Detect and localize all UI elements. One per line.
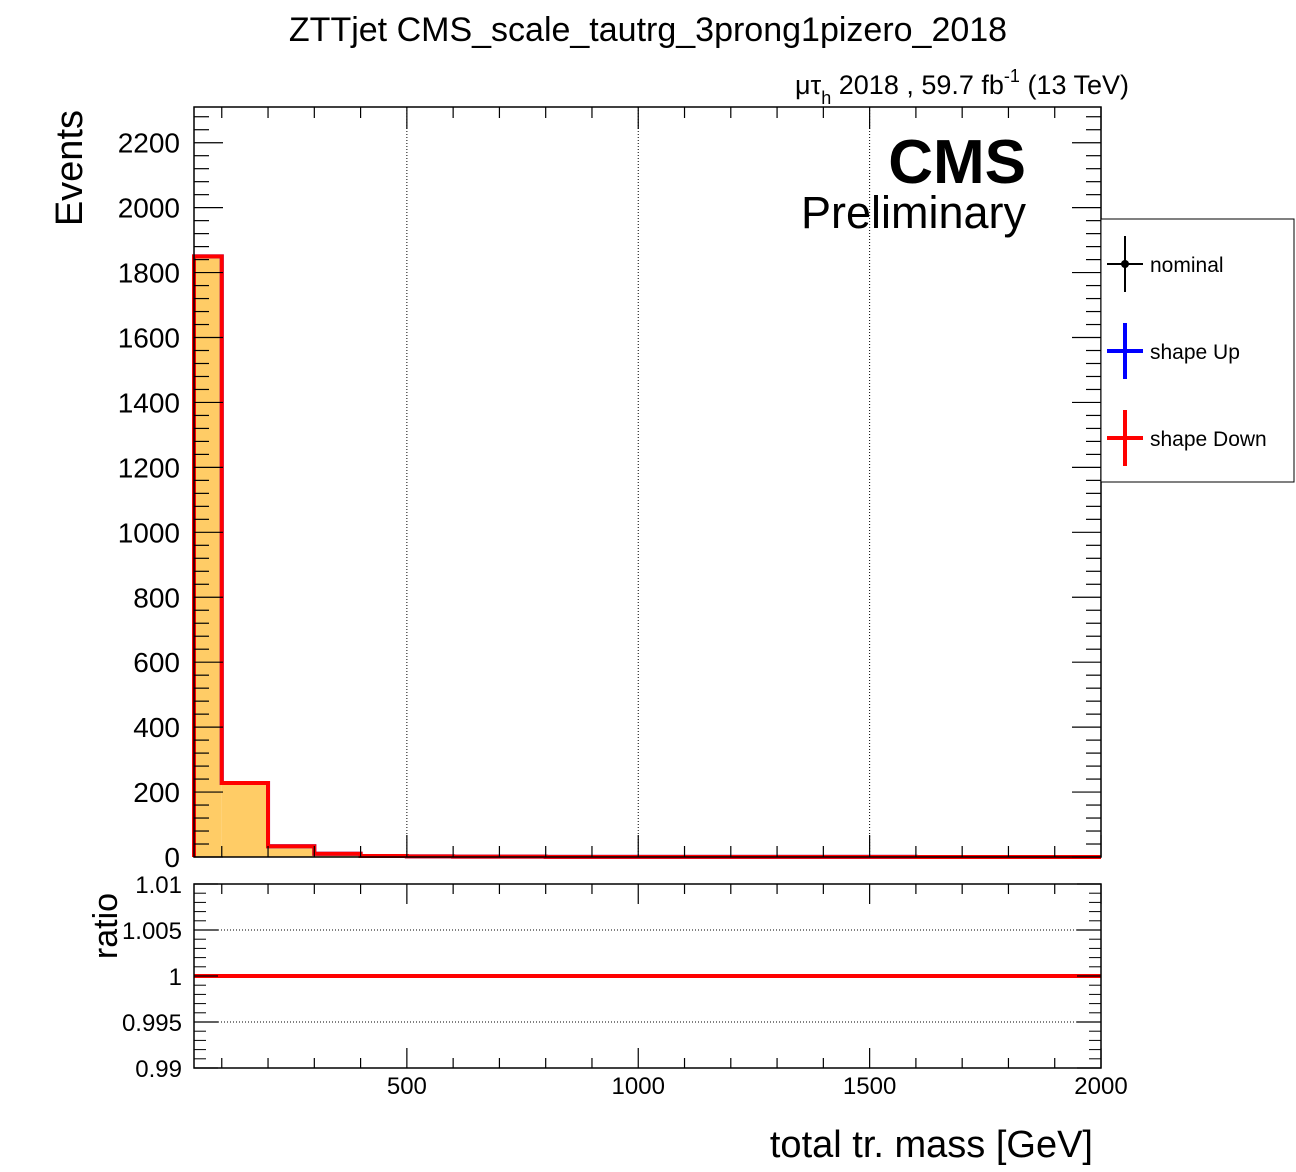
ratio-y-tick-label: 1.01	[135, 872, 182, 899]
y-tick-label: 2000	[118, 193, 180, 224]
ratio-grid	[194, 929, 1101, 1023]
cms-sublabel: Preliminary	[801, 187, 1027, 238]
channel-mu: μτ	[795, 70, 822, 100]
ratio-y-tick-label: 1	[169, 964, 182, 991]
chart-title: ZTTjet CMS_scale_tautrg_3prong1pizero_20…	[289, 11, 1007, 49]
legend-marker	[1121, 260, 1129, 268]
nominal-histogram-fill	[194, 256, 1101, 857]
y-tick-label: 1000	[118, 517, 180, 548]
y-tick-label: 200	[133, 777, 180, 808]
y-tick-label: 1200	[118, 452, 180, 483]
cms-label: CMS	[888, 128, 1026, 197]
lumi-label: μτh 2018 , 59.7 fb-1 (13 TeV)	[795, 66, 1129, 108]
ratio-y-tick-label: 0.995	[122, 1010, 182, 1037]
nominal-bar	[268, 846, 315, 857]
main-ylabel: Events	[49, 110, 91, 226]
nominal-bar	[221, 782, 269, 857]
legend-entry-shape-up: shape Up	[1107, 323, 1240, 379]
legend-entry-nominal: nominal	[1107, 236, 1224, 292]
shape-down-line	[192, 254, 1101, 859]
legend-label: nominal	[1150, 254, 1224, 277]
ratio-axis-ticks: 0.99 0.995 1 1.005 1.01 500 1000 1500 2000	[122, 872, 1128, 1100]
channel-sub: h	[821, 88, 831, 108]
main-grid	[406, 107, 871, 857]
y-tick-label: 400	[133, 712, 180, 743]
x-tick-label: 1500	[843, 1073, 896, 1100]
legend-entry-shape-down: shape Down	[1107, 410, 1267, 466]
x-tick-label: 2000	[1074, 1073, 1127, 1100]
shape-up-line	[192, 254, 1101, 859]
lumi-sup: -1	[1004, 66, 1020, 86]
nominal-bar	[194, 256, 222, 857]
x-tick-label: 500	[387, 1073, 427, 1100]
lumi-text: 2018 , 59.7 fb	[839, 70, 1004, 100]
y-tick-label: 1600	[118, 323, 180, 354]
x-tick-label: 1000	[612, 1073, 665, 1100]
xlabel: total tr. mass [GeV]	[770, 1124, 1093, 1166]
ratio-ylabel: ratio	[87, 893, 125, 959]
y-tick-label: 1400	[118, 387, 180, 418]
y-tick-label: 800	[133, 582, 180, 613]
main-plot-area: 0 200 400 600 800 1000 1200 1400 1600 1800 2000 220…	[118, 106, 1102, 873]
main-axis-ticks: 0 200 400 600 800 1000 1200 1400 1600 1800 2000 220…	[118, 107, 1102, 873]
ratio-y-tick-label: 1.005	[122, 918, 182, 945]
y-tick-label: 2200	[118, 128, 180, 159]
ratio-plot-area: 0.99 0.995 1 1.005 1.01 500 1000 1500 2000	[122, 872, 1128, 1100]
y-tick-label: 1800	[118, 258, 180, 289]
y-tick-label: 0	[164, 842, 180, 873]
ratio-y-tick-label: 0.99	[135, 1056, 182, 1083]
legend: nominal shape Up shape Down	[1100, 218, 1295, 483]
lumi-energy: (13 TeV)	[1027, 70, 1129, 100]
y-tick-label: 600	[133, 647, 180, 678]
histogram-lines	[192, 254, 1101, 859]
legend-label: shape Up	[1150, 341, 1240, 364]
legend-label: shape Down	[1150, 428, 1267, 451]
